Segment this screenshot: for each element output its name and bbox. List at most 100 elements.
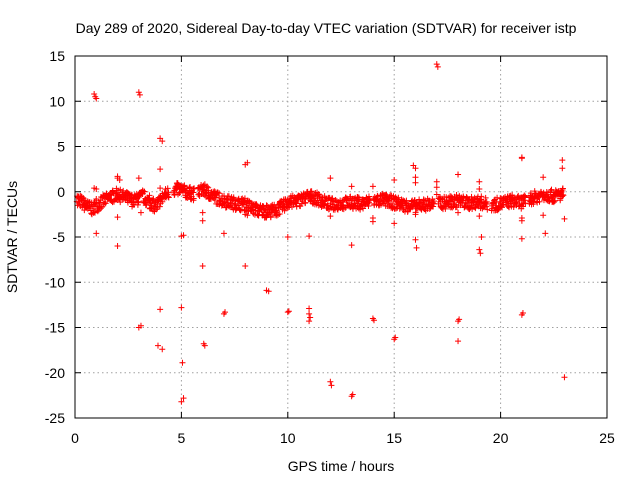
trace-point xyxy=(207,195,214,202)
trace-point xyxy=(293,200,300,207)
trace-point xyxy=(332,196,339,203)
trace-point xyxy=(365,193,372,200)
data-points xyxy=(91,61,568,405)
outlier-point xyxy=(91,91,98,98)
trace-point xyxy=(230,194,237,201)
trace-point xyxy=(430,203,437,210)
trace-point xyxy=(431,198,438,205)
outlier-point xyxy=(327,175,334,182)
outlier-point xyxy=(284,234,291,240)
trace-point xyxy=(453,192,460,199)
outlier-point xyxy=(392,334,399,341)
trace-point xyxy=(462,199,469,206)
y-tick-label: 5 xyxy=(57,139,65,155)
trace-point xyxy=(366,197,373,204)
outlier-point xyxy=(114,214,121,221)
trace-point xyxy=(557,197,564,204)
trace-point xyxy=(195,191,202,198)
outlier-point xyxy=(199,262,206,269)
trace-point xyxy=(483,198,490,205)
outlier-point xyxy=(93,230,100,237)
outlier-point xyxy=(180,232,187,239)
outlier-point xyxy=(391,176,398,183)
trace-point xyxy=(478,193,485,200)
trace-point xyxy=(282,196,289,203)
outlier-point xyxy=(93,95,100,102)
outlier-point xyxy=(199,217,206,224)
trace-point xyxy=(442,205,449,212)
trace-point xyxy=(308,188,315,195)
outlier-point xyxy=(242,262,249,269)
outlier-point xyxy=(306,310,313,317)
outlier-point xyxy=(135,89,142,96)
trace-point xyxy=(551,197,558,204)
trace-point xyxy=(468,202,475,209)
trace-point xyxy=(494,207,501,214)
outlier-point xyxy=(518,235,525,242)
x-tick-label: 25 xyxy=(599,430,615,446)
outlier-point xyxy=(306,233,313,240)
x-tick-label: 20 xyxy=(493,430,509,446)
trace-point xyxy=(329,195,336,202)
trace-point xyxy=(235,202,242,209)
outlier-point xyxy=(137,322,144,329)
outlier-point xyxy=(157,185,164,192)
outlier-point xyxy=(327,213,334,220)
trace-point xyxy=(97,199,104,206)
trace-point xyxy=(74,202,81,209)
outlier-point xyxy=(178,183,185,190)
trace-point xyxy=(190,195,197,202)
trace-point xyxy=(484,206,491,213)
y-tick-label: -20 xyxy=(45,365,65,381)
trace-point xyxy=(176,190,183,197)
x-tick-label: 0 xyxy=(71,430,79,446)
outlier-point xyxy=(93,186,100,193)
trace-point xyxy=(150,195,157,202)
outlier-point xyxy=(540,212,547,219)
outlier-point xyxy=(180,395,187,402)
outlier-point xyxy=(519,310,526,317)
trace-point xyxy=(395,194,402,201)
trace-point xyxy=(530,201,537,208)
outlier-point xyxy=(455,338,462,345)
trace-point xyxy=(224,196,231,203)
trace-point xyxy=(134,199,141,206)
outlier-point xyxy=(369,183,376,190)
y-tick-labels: -25 -20 -15 -10 -5 0 5 10 15 xyxy=(45,48,65,426)
trace-point xyxy=(359,201,366,208)
outlier-point xyxy=(433,61,440,68)
axis-ticks xyxy=(74,55,608,419)
trace-point xyxy=(420,196,427,203)
outlier-point xyxy=(456,316,463,323)
trace-point xyxy=(204,183,211,190)
outlier-point xyxy=(328,382,335,389)
outlier-point xyxy=(561,374,568,381)
outlier-point xyxy=(136,91,143,98)
trace-point xyxy=(298,200,305,207)
outlier-point xyxy=(370,317,377,324)
outlier-point xyxy=(154,342,161,349)
x-tick-labels: 0 5 10 15 20 25 xyxy=(71,430,615,446)
trace-point xyxy=(483,203,490,210)
trace-point xyxy=(340,199,347,206)
trace-point xyxy=(150,207,157,214)
trace-point xyxy=(181,182,188,189)
x-tick-label: 10 xyxy=(280,430,296,446)
outlier-point xyxy=(244,212,251,219)
outlier-point xyxy=(220,230,227,237)
outlier-point xyxy=(413,244,420,251)
outlier-point xyxy=(306,318,313,325)
outlier-point xyxy=(199,209,206,216)
outlier-point xyxy=(455,171,462,178)
outlier-point xyxy=(159,138,166,145)
outlier-point xyxy=(391,220,398,227)
trace-point xyxy=(522,200,529,207)
trace-point xyxy=(165,194,172,201)
trace-point xyxy=(216,190,223,197)
outlier-point xyxy=(433,191,440,198)
outlier-point xyxy=(265,288,272,295)
trace-point xyxy=(365,202,372,209)
outlier-point xyxy=(559,165,566,172)
trace-point xyxy=(306,191,313,198)
